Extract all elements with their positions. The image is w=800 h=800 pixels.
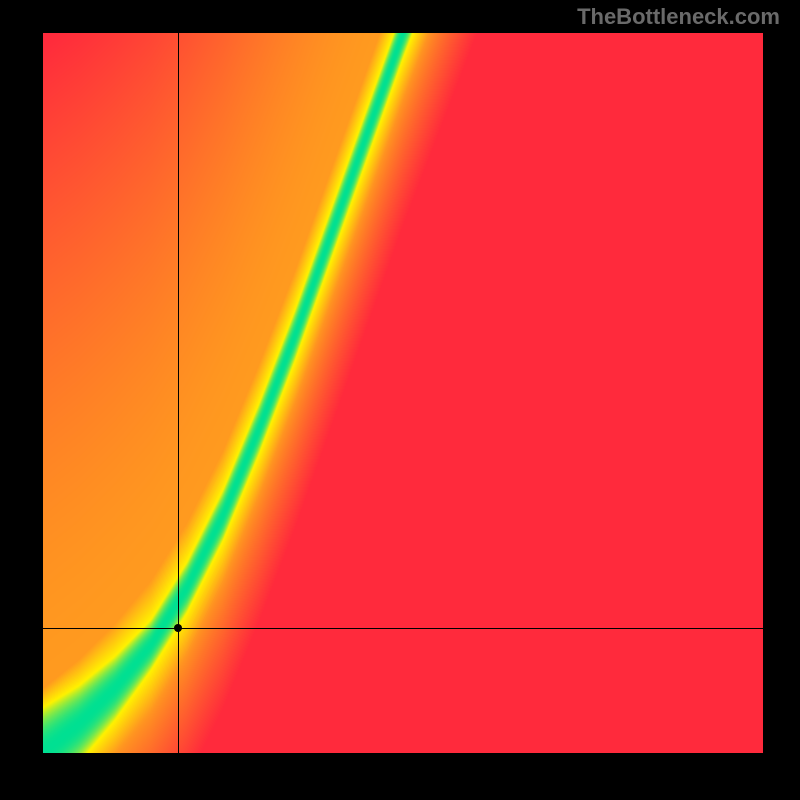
watermark-text: TheBottleneck.com	[577, 4, 780, 30]
chart-root: { "watermark_text": "TheBottleneck.com",…	[0, 0, 800, 800]
heatmap-canvas	[43, 33, 763, 753]
crosshair-vertical	[178, 33, 179, 753]
plot-area	[43, 33, 763, 753]
crosshair-marker	[174, 624, 182, 632]
crosshair-horizontal	[43, 628, 763, 629]
